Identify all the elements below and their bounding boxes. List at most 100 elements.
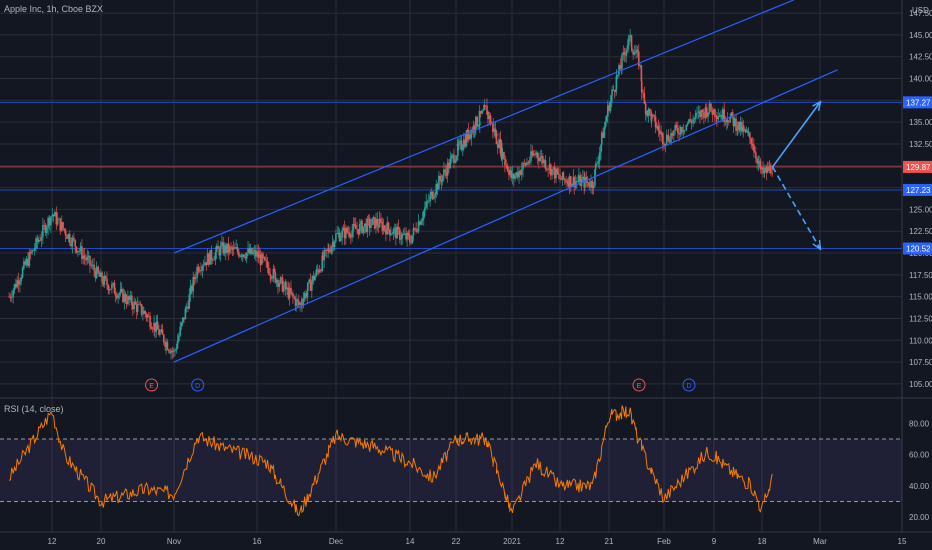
candle-body: [712, 109, 715, 115]
candle-body: [522, 162, 524, 170]
candle-body: [462, 139, 465, 148]
candle-body: [108, 289, 111, 291]
candle-body: [73, 237, 75, 240]
candle-body: [192, 277, 195, 292]
candle-body: [59, 218, 62, 231]
candle-body: [230, 246, 232, 248]
candle-body: [755, 152, 757, 159]
candle-body: [543, 160, 545, 164]
rsi-band: [0, 439, 902, 502]
candle-body: [299, 302, 301, 305]
candle-body: [115, 295, 118, 299]
candle-body: [515, 172, 518, 176]
candle-body: [381, 221, 384, 231]
candle-body: [362, 226, 365, 233]
time-tick-label: 22: [452, 537, 461, 546]
event-marker: [191, 378, 205, 392]
candle-body: [321, 255, 324, 271]
candle-body: [707, 112, 709, 117]
candle-body: [90, 265, 93, 267]
candle-body: [605, 116, 608, 122]
candle-body: [376, 218, 379, 226]
candle-body: [40, 237, 43, 241]
candle-body: [428, 201, 430, 203]
candle-body: [683, 129, 686, 131]
candle-body: [182, 317, 184, 323]
candle-body: [401, 234, 403, 239]
candle-body: [682, 130, 685, 133]
rsi-tick-label: 60.00: [909, 451, 930, 460]
candle-body: [649, 108, 651, 113]
candle-body: [670, 133, 672, 143]
candle-body: [83, 255, 86, 258]
candle-body: [434, 193, 436, 197]
candle-body: [416, 231, 419, 233]
candle-body: [609, 101, 612, 111]
candle-body: [317, 270, 320, 273]
candle-body: [175, 348, 178, 351]
candle-body: [75, 246, 78, 253]
candle-body: [378, 218, 381, 228]
candle-body: [639, 65, 641, 67]
candle-body: [217, 245, 219, 249]
candle-body: [279, 277, 282, 284]
candle-body: [135, 304, 138, 312]
candle-body: [549, 164, 552, 176]
candle-body: [430, 191, 432, 196]
candle-body: [588, 185, 591, 188]
candle-body: [736, 129, 739, 131]
candle-body: [243, 254, 245, 258]
candle-body: [205, 262, 208, 265]
candle-body: [608, 105, 610, 111]
candle-body: [602, 132, 604, 138]
candle-body: [759, 160, 762, 170]
candle-body: [153, 322, 155, 330]
candle-body: [613, 90, 616, 93]
candle-body: [511, 173, 514, 179]
candle-body: [185, 306, 188, 309]
candle-body: [656, 126, 658, 128]
candle-body: [390, 233, 392, 236]
candle-body: [387, 222, 390, 230]
candle-body: [333, 241, 336, 248]
candle-body: [71, 237, 74, 247]
candle-body: [547, 169, 549, 171]
candle-body: [156, 321, 159, 330]
candle-body: [383, 225, 386, 229]
time-tick-label: Nov: [167, 537, 181, 546]
candle-body: [201, 266, 204, 271]
candle-body: [265, 260, 268, 262]
price-tick-label: 105.00: [909, 380, 932, 389]
candle-body: [109, 289, 112, 290]
candle-body: [535, 152, 538, 155]
time-tick-label: 21: [605, 537, 614, 546]
candle-body: [248, 248, 251, 254]
candle-body: [345, 227, 347, 239]
candle-body: [455, 155, 458, 161]
candle-body: [290, 287, 292, 293]
candle-body: [39, 240, 41, 241]
candle-body: [149, 316, 151, 328]
candle-body: [741, 121, 743, 132]
candle-body: [287, 287, 290, 299]
price-label-box: [903, 96, 932, 109]
candle-body: [591, 180, 594, 189]
candle-body: [763, 170, 766, 174]
currency-label[interactable]: USD: [912, 6, 929, 15]
candle-body: [449, 158, 452, 169]
candle-body: [756, 158, 758, 164]
candle-body: [60, 222, 63, 231]
candle-body: [419, 221, 421, 225]
candle-body: [677, 127, 679, 133]
price-tick-label: 122.50: [909, 227, 932, 236]
candle-body: [269, 274, 271, 276]
candle-body: [750, 138, 753, 144]
candle-body: [391, 233, 394, 235]
candle-body: [165, 342, 167, 347]
candle-body: [500, 143, 503, 159]
candle-body: [303, 293, 306, 299]
candle-body: [415, 228, 417, 232]
candle-body: [234, 247, 236, 249]
price-label-box: [903, 242, 932, 255]
